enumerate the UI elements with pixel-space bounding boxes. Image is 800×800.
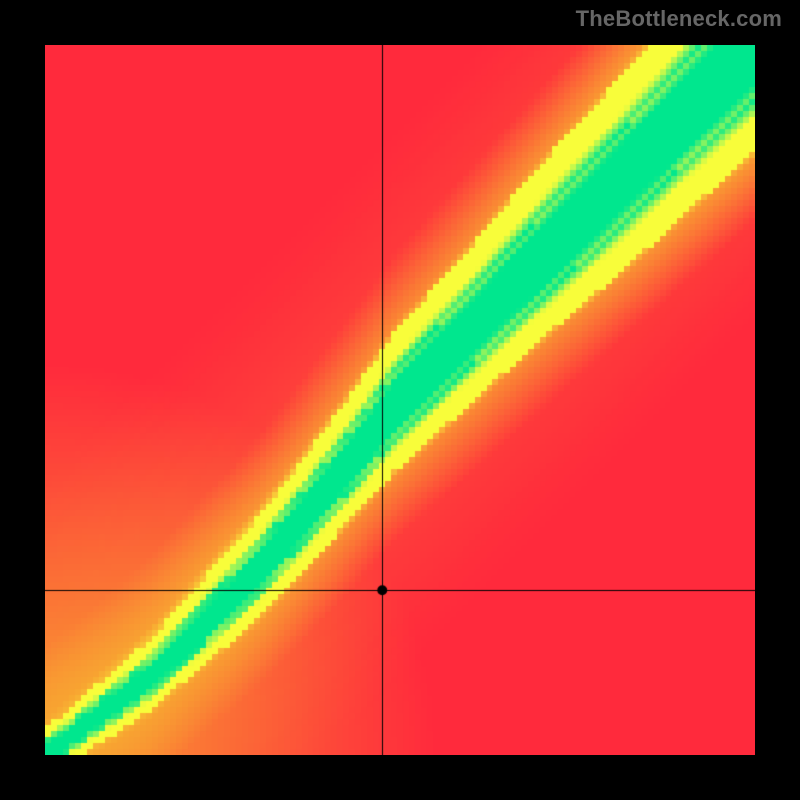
chart-container: TheBottleneck.com [0, 0, 800, 800]
watermark-text: TheBottleneck.com [576, 6, 782, 32]
plot-area [45, 45, 755, 755]
heatmap-canvas [45, 45, 755, 755]
